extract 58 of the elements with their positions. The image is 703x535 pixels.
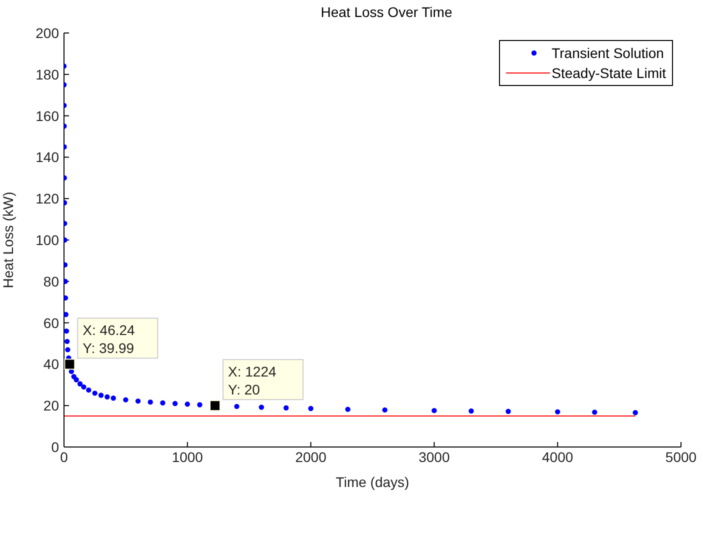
point	[98, 392, 104, 398]
point	[632, 410, 638, 416]
chart-title: Heat Loss Over Time	[320, 4, 454, 20]
point	[110, 396, 116, 401]
point	[506, 408, 511, 414]
y-tick-label: 160	[36, 108, 60, 124]
point	[123, 397, 128, 402]
point	[65, 347, 70, 352]
point	[172, 400, 178, 406]
y-tick-label: 40	[43, 356, 60, 372]
point	[160, 400, 166, 406]
point	[104, 394, 110, 400]
y-tick-label: 100	[36, 232, 60, 248]
point	[86, 387, 92, 393]
point	[148, 399, 153, 405]
point	[345, 406, 350, 412]
x-tick-label: 5000	[665, 448, 697, 465]
y-tick-label: 0	[51, 438, 60, 455]
point	[308, 406, 314, 412]
point	[184, 402, 190, 407]
point	[64, 338, 70, 344]
legend-label: Steady-State Limit	[552, 65, 666, 81]
y-tick-label: 140	[36, 149, 60, 166]
point	[555, 409, 560, 414]
point	[81, 384, 86, 390]
point	[74, 377, 79, 382]
y-tick-label: 80	[43, 273, 60, 290]
y-tick-label: 200	[36, 24, 60, 41]
x-tick-label: 3000	[418, 448, 450, 465]
point	[468, 408, 474, 414]
y-tick-label: 20	[43, 398, 60, 414]
data-tip: X: 1224 Y: 20	[210, 359, 304, 412]
point	[92, 390, 98, 396]
point	[197, 402, 202, 408]
point	[135, 398, 141, 404]
point	[432, 408, 437, 414]
x-tick-label: 1000	[172, 448, 204, 465]
y-tick-label: 60	[43, 314, 60, 331]
annotation: X: 1224 Y: 20	[228, 364, 277, 398]
annotation: X: 46.24 Y: 39.99	[82, 322, 136, 356]
point	[592, 410, 598, 415]
y-tick-label: 180	[36, 66, 60, 82]
point	[258, 404, 264, 410]
point	[77, 381, 83, 386]
y-tick-label: 120	[36, 190, 60, 207]
point	[64, 328, 70, 334]
x-tick-label: 4000	[542, 448, 574, 465]
data-tip: X: 46.24 Y: 39.99	[64, 318, 158, 370]
x-axis-title: Time (days)	[336, 474, 410, 490]
point	[64, 262, 68, 268]
point	[382, 407, 388, 413]
x-tick-label: 2000	[295, 448, 327, 465]
y-axis-title: Heat Loss (kW)	[0, 192, 16, 288]
point	[284, 405, 289, 410]
point	[234, 404, 240, 410]
legend-label: Transient Solution	[552, 45, 664, 61]
point	[64, 312, 68, 318]
point	[64, 295, 68, 301]
